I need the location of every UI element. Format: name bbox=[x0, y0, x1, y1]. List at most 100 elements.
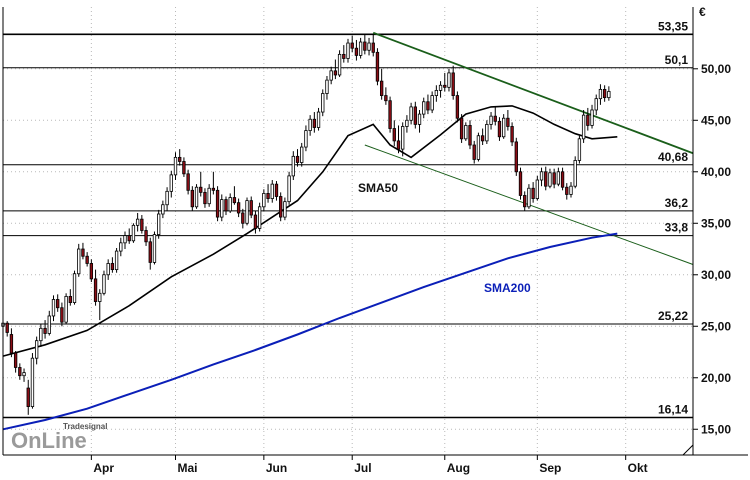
candle-body-1 bbox=[5, 322, 9, 333]
candle-105 bbox=[443, 72, 447, 92]
sma50-label: SMA50 bbox=[358, 181, 398, 195]
candle-body-75 bbox=[316, 111, 321, 128]
candle-57 bbox=[241, 208, 245, 229]
candle-99 bbox=[417, 109, 422, 133]
candle-body-45 bbox=[190, 189, 194, 208]
candle-body-16 bbox=[68, 295, 72, 303]
candle-body-115 bbox=[485, 124, 489, 142]
month-label-6: Okt bbox=[628, 461, 648, 475]
candle-body-92 bbox=[388, 100, 392, 129]
candle-3 bbox=[13, 350, 18, 373]
candle-54 bbox=[228, 193, 232, 213]
month-label-1: Mai bbox=[178, 461, 198, 475]
candle-body-142 bbox=[598, 88, 603, 100]
candle-131 bbox=[552, 168, 556, 189]
chart-grid bbox=[3, 7, 693, 455]
candle-28 bbox=[119, 237, 123, 257]
candle-9 bbox=[39, 324, 43, 347]
candle-43 bbox=[182, 157, 186, 177]
month-label-5: Sep bbox=[539, 461, 561, 475]
candle-body-74 bbox=[312, 118, 317, 128]
candle-85 bbox=[358, 37, 363, 59]
candle-body-126 bbox=[531, 187, 535, 199]
candle-25 bbox=[106, 259, 110, 280]
candle-34 bbox=[144, 226, 148, 246]
candle-body-138 bbox=[581, 114, 586, 140]
candle-15 bbox=[64, 293, 68, 325]
candle-body-133 bbox=[560, 171, 565, 188]
candle-56 bbox=[236, 198, 241, 218]
candle-body-72 bbox=[304, 130, 308, 148]
candle-body-66 bbox=[279, 196, 283, 218]
candle-92 bbox=[388, 96, 392, 133]
candle-body-93 bbox=[392, 128, 396, 142]
y-tick-label-1: 45,00 bbox=[701, 113, 731, 127]
y-tick-label-5: 25,00 bbox=[701, 319, 731, 333]
candle-body-3 bbox=[13, 352, 18, 368]
candle-21 bbox=[89, 259, 94, 282]
candle-body-77 bbox=[325, 79, 329, 94]
candle-body-112 bbox=[472, 144, 476, 160]
candle-body-144 bbox=[607, 91, 611, 99]
candle-body-105 bbox=[443, 84, 447, 88]
candle-22 bbox=[93, 269, 98, 306]
candle-13 bbox=[56, 294, 60, 312]
candle-body-18 bbox=[77, 248, 81, 275]
candle-body-122 bbox=[514, 141, 518, 173]
candle-106 bbox=[447, 68, 451, 92]
candle-20 bbox=[85, 252, 89, 267]
candle-body-56 bbox=[236, 202, 241, 214]
y-tick-label-2: 40,00 bbox=[701, 165, 731, 179]
candle-70 bbox=[295, 149, 300, 167]
y-tick-label-7: 15,00 bbox=[701, 422, 731, 436]
candle-body-52 bbox=[220, 199, 224, 218]
candle-body-5 bbox=[22, 372, 26, 377]
candle-body-96 bbox=[405, 119, 409, 127]
level-label-6: 16,14 bbox=[658, 403, 688, 417]
plot-frame bbox=[2, 7, 748, 456]
candle-body-106 bbox=[447, 72, 451, 88]
candle-52 bbox=[220, 194, 224, 222]
y-tick-label-0: 50,00 bbox=[701, 62, 731, 76]
candle-44 bbox=[186, 169, 190, 195]
candle-body-67 bbox=[283, 201, 287, 218]
candle-body-26 bbox=[110, 263, 115, 271]
candle-body-29 bbox=[123, 235, 127, 244]
candle-10 bbox=[43, 320, 47, 339]
candle-body-7 bbox=[30, 357, 35, 407]
candle-body-132 bbox=[556, 171, 561, 185]
candle-body-110 bbox=[464, 125, 468, 140]
candle-body-118 bbox=[497, 120, 502, 138]
candle-4 bbox=[18, 363, 22, 380]
candle-body-124 bbox=[523, 195, 527, 208]
candle-body-87 bbox=[367, 42, 371, 51]
candle-body-31 bbox=[131, 224, 136, 242]
candle-body-78 bbox=[329, 70, 333, 81]
candle-96 bbox=[405, 115, 409, 133]
candle-127 bbox=[535, 175, 539, 201]
candle-body-128 bbox=[539, 171, 544, 181]
sma50-line bbox=[2, 105, 618, 357]
candle-body-82 bbox=[346, 42, 350, 59]
candle-body-10 bbox=[43, 327, 47, 334]
sma200-label: SMA200 bbox=[484, 281, 531, 295]
candle-55 bbox=[232, 186, 237, 205]
candle-body-97 bbox=[409, 106, 413, 121]
month-label-0: Apr bbox=[93, 461, 114, 475]
candle-body-11 bbox=[47, 315, 51, 334]
candle-77 bbox=[325, 76, 329, 100]
tradesignal-logo: Tradesignal OnLine bbox=[11, 422, 107, 453]
candle-body-100 bbox=[422, 101, 426, 115]
candle-body-136 bbox=[573, 160, 577, 187]
candle-body-98 bbox=[413, 106, 417, 125]
candle-143 bbox=[602, 85, 607, 102]
candle-122 bbox=[514, 137, 518, 176]
candle-134 bbox=[565, 183, 569, 200]
candle-51 bbox=[215, 186, 220, 222]
candle-29 bbox=[123, 231, 127, 250]
candle-74 bbox=[312, 112, 317, 133]
candle-60 bbox=[253, 210, 258, 234]
candle-120 bbox=[506, 109, 510, 131]
candle-body-79 bbox=[333, 70, 338, 76]
